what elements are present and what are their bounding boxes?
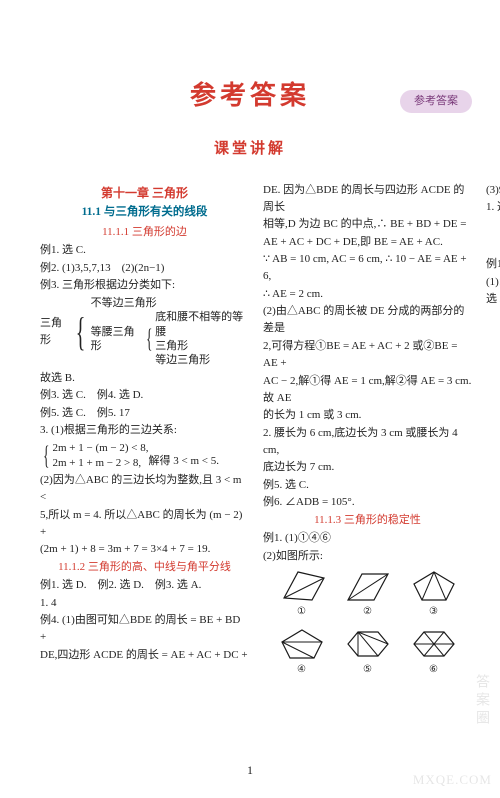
shape-label: ② bbox=[340, 604, 396, 620]
shape-label: ④ bbox=[274, 662, 330, 678]
sub-11-1-2: 11.1.2 三角形的高、中线与角平分线 bbox=[40, 559, 249, 576]
watermark-url: MXQE.COM bbox=[413, 770, 492, 790]
text-line: 例1. 选 C. bbox=[40, 242, 249, 259]
text-line: 1. 选 C. bbox=[486, 199, 500, 216]
pentagon-icon bbox=[410, 568, 458, 604]
shape-3: ③ bbox=[406, 568, 462, 620]
text-line: 例1. 选 C. 例2. 52°. bbox=[486, 256, 500, 273]
text-line: (2m + 1) + 8 = 3m + 7 = 3×4 + 7 = 19. bbox=[40, 541, 249, 558]
text-line: 例6. ∠ADB = 105°. bbox=[263, 494, 472, 511]
text-line: 2. 腰长为 6 cm,底边长为 3 cm 或腰长为 4 cm, bbox=[263, 425, 472, 459]
content-columns: 第十一章 三角形 11.1 与三角形有关的线段 11.1.1 三角形的边 例1.… bbox=[0, 182, 500, 694]
text-line: (1)130°,50° (2)40° bbox=[486, 274, 500, 291]
shape-label: ⑥ bbox=[406, 662, 462, 678]
brace-icon: { bbox=[146, 327, 152, 350]
brace-item: 等腰三角形 bbox=[91, 325, 143, 354]
shape-4: ④ bbox=[274, 626, 330, 678]
text-line: 底边长为 7 cm. bbox=[263, 459, 472, 476]
equation-tail: 解得 3 < m < 5. bbox=[149, 453, 219, 470]
shapes-grid: ① ② ③ ④ bbox=[263, 568, 472, 677]
shape-6: ⑥ bbox=[406, 626, 462, 678]
text-line: 例1. 选 D. 例2. 选 D. 例3. 选 A. bbox=[40, 577, 249, 594]
sub-title: 课堂讲解 bbox=[0, 138, 500, 161]
shape-2: ② bbox=[340, 568, 396, 620]
section-11-1: 11.1 与三角形有关的线段 bbox=[40, 204, 249, 222]
text-line: AC − 2,解①得 AE = 1 cm,解②得 AE = 3 cm. 故 AE bbox=[263, 373, 472, 407]
text-line: 5,所以 m = 4. 所以△ABC 的周长为 (m − 2) + bbox=[40, 507, 249, 541]
brace-item: 三角形 bbox=[155, 339, 249, 353]
equation-line: 2m + 1 − (m − 2) < 8, bbox=[52, 441, 148, 455]
text-line: 的长为 1 cm 或 3 cm. bbox=[263, 407, 472, 424]
page-number: 1 bbox=[247, 761, 253, 780]
text-line: 例3. 三角形根据边分类如下: bbox=[40, 277, 249, 294]
brace-icon: { bbox=[76, 314, 86, 350]
text-line: 例5. 选 C. bbox=[263, 477, 472, 494]
text-line: (2)如图所示: bbox=[263, 548, 472, 565]
text-line: 2,可得方程①BE = AE + AC + 2 或②BE = AE + bbox=[263, 338, 472, 372]
text-line: (3)9 bbox=[486, 182, 500, 199]
brace-item: 等边三角形 bbox=[155, 353, 249, 367]
text-line: 1. 4 bbox=[40, 595, 249, 612]
text-line: DE,四边形 ACDE 的周长 = AE + AC + DC + bbox=[40, 647, 249, 664]
pentagon-icon bbox=[278, 626, 326, 662]
shape-label: ③ bbox=[406, 604, 462, 620]
text-line: 选 A. 例3. 135° bbox=[486, 291, 500, 308]
text-line: 例2. (1)3,5,7,13 (2)(2n−1) bbox=[40, 260, 249, 277]
sub-11-1-1: 11.1.1 三角形的边 bbox=[40, 224, 249, 241]
text-line: DE. 因为△BDE 的周长与四边形 ACDE 的周长 bbox=[263, 182, 472, 216]
brace-root-label: 三角形 bbox=[40, 315, 71, 349]
brace-item: 底和腰不相等的等腰 bbox=[155, 310, 249, 339]
text-line: 例1. (1)①④⑥ bbox=[263, 530, 472, 547]
shape-5: ⑤ bbox=[340, 626, 396, 678]
header-badge: 参考答案 bbox=[400, 90, 472, 113]
equation-line: 2m + 1 + m − 2 > 8, bbox=[52, 456, 148, 470]
brace-icon: { bbox=[43, 444, 49, 467]
text-line: (2)由△ABC 的周长被 DE 分成的两部分的差是 bbox=[263, 303, 472, 337]
classification-brace: 三角形 { 不等边三角形 等腰三角形 { 底和腰不相等的等腰 三角形 等边三角形 bbox=[40, 296, 249, 367]
shape-label: ① bbox=[274, 604, 330, 620]
text-line: 相等,D 为边 BC 的中点,∴ BE + BD + DE = bbox=[263, 216, 472, 233]
shape-1: ① bbox=[274, 568, 330, 620]
text-line: ∵ AB = 10 cm, AC = 6 cm, ∴ 10 − AE = AE … bbox=[263, 251, 472, 285]
sub-11-2-1: 11.2.1 三角形的内角 bbox=[486, 238, 500, 255]
watermark-text: 答案圈 bbox=[470, 674, 492, 728]
text-line: (2)因为△ABC 的三边长均为整数,且 3 < m < bbox=[40, 472, 249, 506]
hexagon-icon bbox=[344, 626, 392, 662]
sub-11-1-3: 11.1.3 三角形的稳定性 bbox=[263, 512, 472, 529]
text-line: 3. (1)根据三角形的三边关系: bbox=[40, 422, 249, 439]
section-11-2: 11.2 与三角形有关的角 bbox=[486, 218, 500, 236]
quadrilateral-icon bbox=[344, 568, 392, 604]
text-line: AE + AC + DC + DE,即 BE = AE + AC. bbox=[263, 234, 472, 251]
chapter-heading: 第十一章 三角形 bbox=[40, 184, 249, 203]
hexagon-icon bbox=[410, 626, 458, 662]
equation-system: { 2m + 1 − (m − 2) < 8, 2m + 1 + m − 2 >… bbox=[40, 441, 249, 470]
brace-item: 不等边三角形 bbox=[91, 296, 249, 310]
shape-label: ⑤ bbox=[340, 662, 396, 678]
text-line: 例5. 选 C. 例5. 17 bbox=[40, 405, 249, 422]
quadrilateral-icon bbox=[278, 568, 326, 604]
text-line: 故选 B. bbox=[40, 370, 249, 387]
text-line: 例3. 选 C. 例4. 选 D. bbox=[40, 387, 249, 404]
text-line: 例4. (1)由图可知△BDE 的周长 = BE + BD + bbox=[40, 612, 249, 646]
text-line: ∴ AE = 2 cm. bbox=[263, 286, 472, 303]
